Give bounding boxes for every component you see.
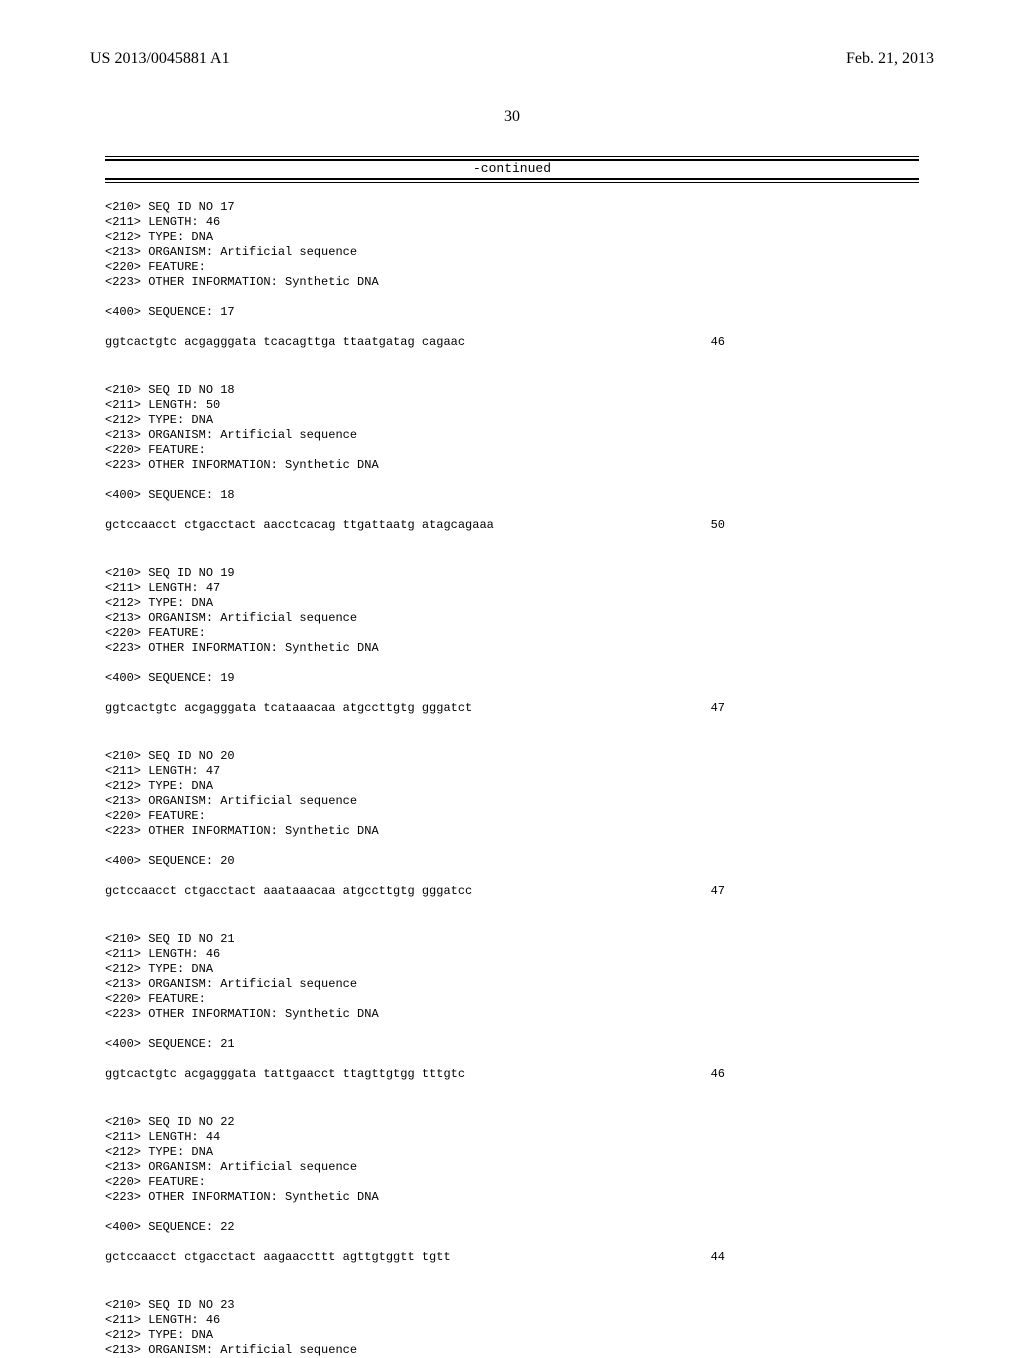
sequence-meta-line: <212> TYPE: DNA — [105, 1145, 919, 1160]
sequence-meta-line: <223> OTHER INFORMATION: Synthetic DNA — [105, 824, 919, 839]
sequence-meta-line: <223> OTHER INFORMATION: Synthetic DNA — [105, 1007, 919, 1022]
continued-label: -continued — [105, 161, 919, 178]
sequence-meta-line: <211> LENGTH: 50 — [105, 398, 919, 413]
blank-line — [105, 1052, 919, 1067]
blank-line — [105, 1205, 919, 1220]
sequence-text: gctccaacct ctgacctact aaataaacaa atgcctt… — [105, 884, 472, 899]
sequence-meta-line: <211> LENGTH: 46 — [105, 947, 919, 962]
sequence-block: <210> SEQ ID NO 18<211> LENGTH: 50<212> … — [105, 383, 919, 548]
sequence-meta-line: <211> LENGTH: 47 — [105, 764, 919, 779]
sequence-meta-line: <210> SEQ ID NO 23 — [105, 1298, 919, 1313]
sequence-meta-line: <210> SEQ ID NO 19 — [105, 566, 919, 581]
sequence-length-number: 46 — [711, 1067, 725, 1082]
sequence-meta-line: <220> FEATURE: — [105, 260, 919, 275]
sequence-text: ggtcactgtc acgagggata tattgaacct ttagttg… — [105, 1067, 465, 1082]
blank-line — [105, 869, 919, 884]
sequence-meta-line: <220> FEATURE: — [105, 626, 919, 641]
publication-date: Feb. 21, 2013 — [846, 50, 934, 68]
sequence-block: <210> SEQ ID NO 23<211> LENGTH: 46<212> … — [105, 1298, 919, 1358]
blank-line — [105, 686, 919, 701]
sequence-meta-line: <213> ORGANISM: Artificial sequence — [105, 611, 919, 626]
sequence-meta-line: <223> OTHER INFORMATION: Synthetic DNA — [105, 641, 919, 656]
sequence-meta-line: <212> TYPE: DNA — [105, 230, 919, 245]
sequence-meta-line: <210> SEQ ID NO 20 — [105, 749, 919, 764]
blank-line — [105, 350, 919, 365]
sequence-meta-line: <212> TYPE: DNA — [105, 962, 919, 977]
sequence-meta-line: <213> ORGANISM: Artificial sequence — [105, 977, 919, 992]
blank-line — [105, 899, 919, 914]
sequence-meta-line: <211> LENGTH: 46 — [105, 1313, 919, 1328]
blank-line — [105, 320, 919, 335]
sequence-meta-line: <213> ORGANISM: Artificial sequence — [105, 1160, 919, 1175]
sequence-length-number: 44 — [711, 1250, 725, 1265]
blank-line — [105, 1082, 919, 1097]
blank-line — [105, 503, 919, 518]
sequence-text: ggtcactgtc acgagggata tcacagttga ttaatga… — [105, 335, 465, 350]
blank-line — [105, 1265, 919, 1280]
publication-number: US 2013/0045881 A1 — [90, 50, 230, 68]
sequence-text: gctccaacct ctgacctact aacctcacag ttgatta… — [105, 518, 494, 533]
sequence-meta-line: <213> ORGANISM: Artificial sequence — [105, 245, 919, 260]
sequence-meta-line: <211> LENGTH: 46 — [105, 215, 919, 230]
sequence-header-line: <400> SEQUENCE: 21 — [105, 1037, 919, 1052]
sequence-meta-line: <223> OTHER INFORMATION: Synthetic DNA — [105, 275, 919, 290]
sequence-header-line: <400> SEQUENCE: 17 — [105, 305, 919, 320]
sequence-block: <210> SEQ ID NO 22<211> LENGTH: 44<212> … — [105, 1115, 919, 1280]
sequence-data-line: gctccaacct ctgacctact aacctcacag ttgatta… — [105, 518, 725, 533]
sequence-meta-line: <220> FEATURE: — [105, 1175, 919, 1190]
sequence-meta-line: <211> LENGTH: 47 — [105, 581, 919, 596]
sequence-data-line: ggtcactgtc acgagggata tcacagttga ttaatga… — [105, 335, 725, 350]
blank-line — [105, 1022, 919, 1037]
blank-line — [105, 1235, 919, 1250]
sequence-data-line: gctccaacct ctgacctact aaataaacaa atgcctt… — [105, 884, 725, 899]
bottom-divider-thin — [105, 182, 919, 183]
sequence-length-number: 46 — [711, 335, 725, 350]
sequence-data-line: gctccaacct ctgacctact aagaaccttt agttgtg… — [105, 1250, 725, 1265]
sequence-meta-line: <220> FEATURE: — [105, 809, 919, 824]
sequence-meta-line: <223> OTHER INFORMATION: Synthetic DNA — [105, 1190, 919, 1205]
sequence-meta-line: <210> SEQ ID NO 21 — [105, 932, 919, 947]
sequence-meta-line: <210> SEQ ID NO 17 — [105, 200, 919, 215]
sequence-text: gctccaacct ctgacctact aagaaccttt agttgtg… — [105, 1250, 451, 1265]
blank-line — [105, 473, 919, 488]
blank-line — [105, 290, 919, 305]
sequence-length-number: 47 — [711, 884, 725, 899]
sequence-data-line: ggtcactgtc acgagggata tcataaacaa atgcctt… — [105, 701, 725, 716]
page-header: US 2013/0045881 A1 Feb. 21, 2013 — [90, 50, 934, 68]
top-divider-thin — [105, 156, 919, 157]
sequence-meta-line: <223> OTHER INFORMATION: Synthetic DNA — [105, 458, 919, 473]
sequence-meta-line: <212> TYPE: DNA — [105, 596, 919, 611]
blank-line — [105, 656, 919, 671]
sequence-meta-line: <210> SEQ ID NO 18 — [105, 383, 919, 398]
sequence-meta-line: <212> TYPE: DNA — [105, 413, 919, 428]
sequence-meta-line: <213> ORGANISM: Artificial sequence — [105, 794, 919, 809]
sequence-meta-line: <212> TYPE: DNA — [105, 1328, 919, 1343]
sequence-meta-line: <220> FEATURE: — [105, 443, 919, 458]
sequence-meta-line: <211> LENGTH: 44 — [105, 1130, 919, 1145]
blank-line — [105, 533, 919, 548]
sequence-length-number: 47 — [711, 701, 725, 716]
page-number: 30 — [90, 108, 934, 126]
sequence-block: <210> SEQ ID NO 17<211> LENGTH: 46<212> … — [105, 200, 919, 365]
sequence-block: <210> SEQ ID NO 20<211> LENGTH: 47<212> … — [105, 749, 919, 914]
blank-line — [105, 716, 919, 731]
continued-section: -continued — [90, 156, 934, 183]
sequence-text: ggtcactgtc acgagggata tcataaacaa atgcctt… — [105, 701, 472, 716]
sequence-length-number: 50 — [711, 518, 725, 533]
sequence-header-line: <400> SEQUENCE: 19 — [105, 671, 919, 686]
sequence-block: <210> SEQ ID NO 19<211> LENGTH: 47<212> … — [105, 566, 919, 731]
sequence-meta-line: <212> TYPE: DNA — [105, 779, 919, 794]
sequence-meta-line: <213> ORGANISM: Artificial sequence — [105, 428, 919, 443]
sequence-header-line: <400> SEQUENCE: 22 — [105, 1220, 919, 1235]
sequence-meta-line: <213> ORGANISM: Artificial sequence — [105, 1343, 919, 1358]
sequence-meta-line: <220> FEATURE: — [105, 992, 919, 1007]
bottom-divider-bold — [105, 178, 919, 180]
sequence-header-line: <400> SEQUENCE: 20 — [105, 854, 919, 869]
sequence-meta-line: <210> SEQ ID NO 22 — [105, 1115, 919, 1130]
sequence-data-line: ggtcactgtc acgagggata tattgaacct ttagttg… — [105, 1067, 725, 1082]
sequence-content: <210> SEQ ID NO 17<211> LENGTH: 46<212> … — [90, 185, 934, 1358]
sequence-header-line: <400> SEQUENCE: 18 — [105, 488, 919, 503]
sequence-block: <210> SEQ ID NO 21<211> LENGTH: 46<212> … — [105, 932, 919, 1097]
blank-line — [105, 839, 919, 854]
